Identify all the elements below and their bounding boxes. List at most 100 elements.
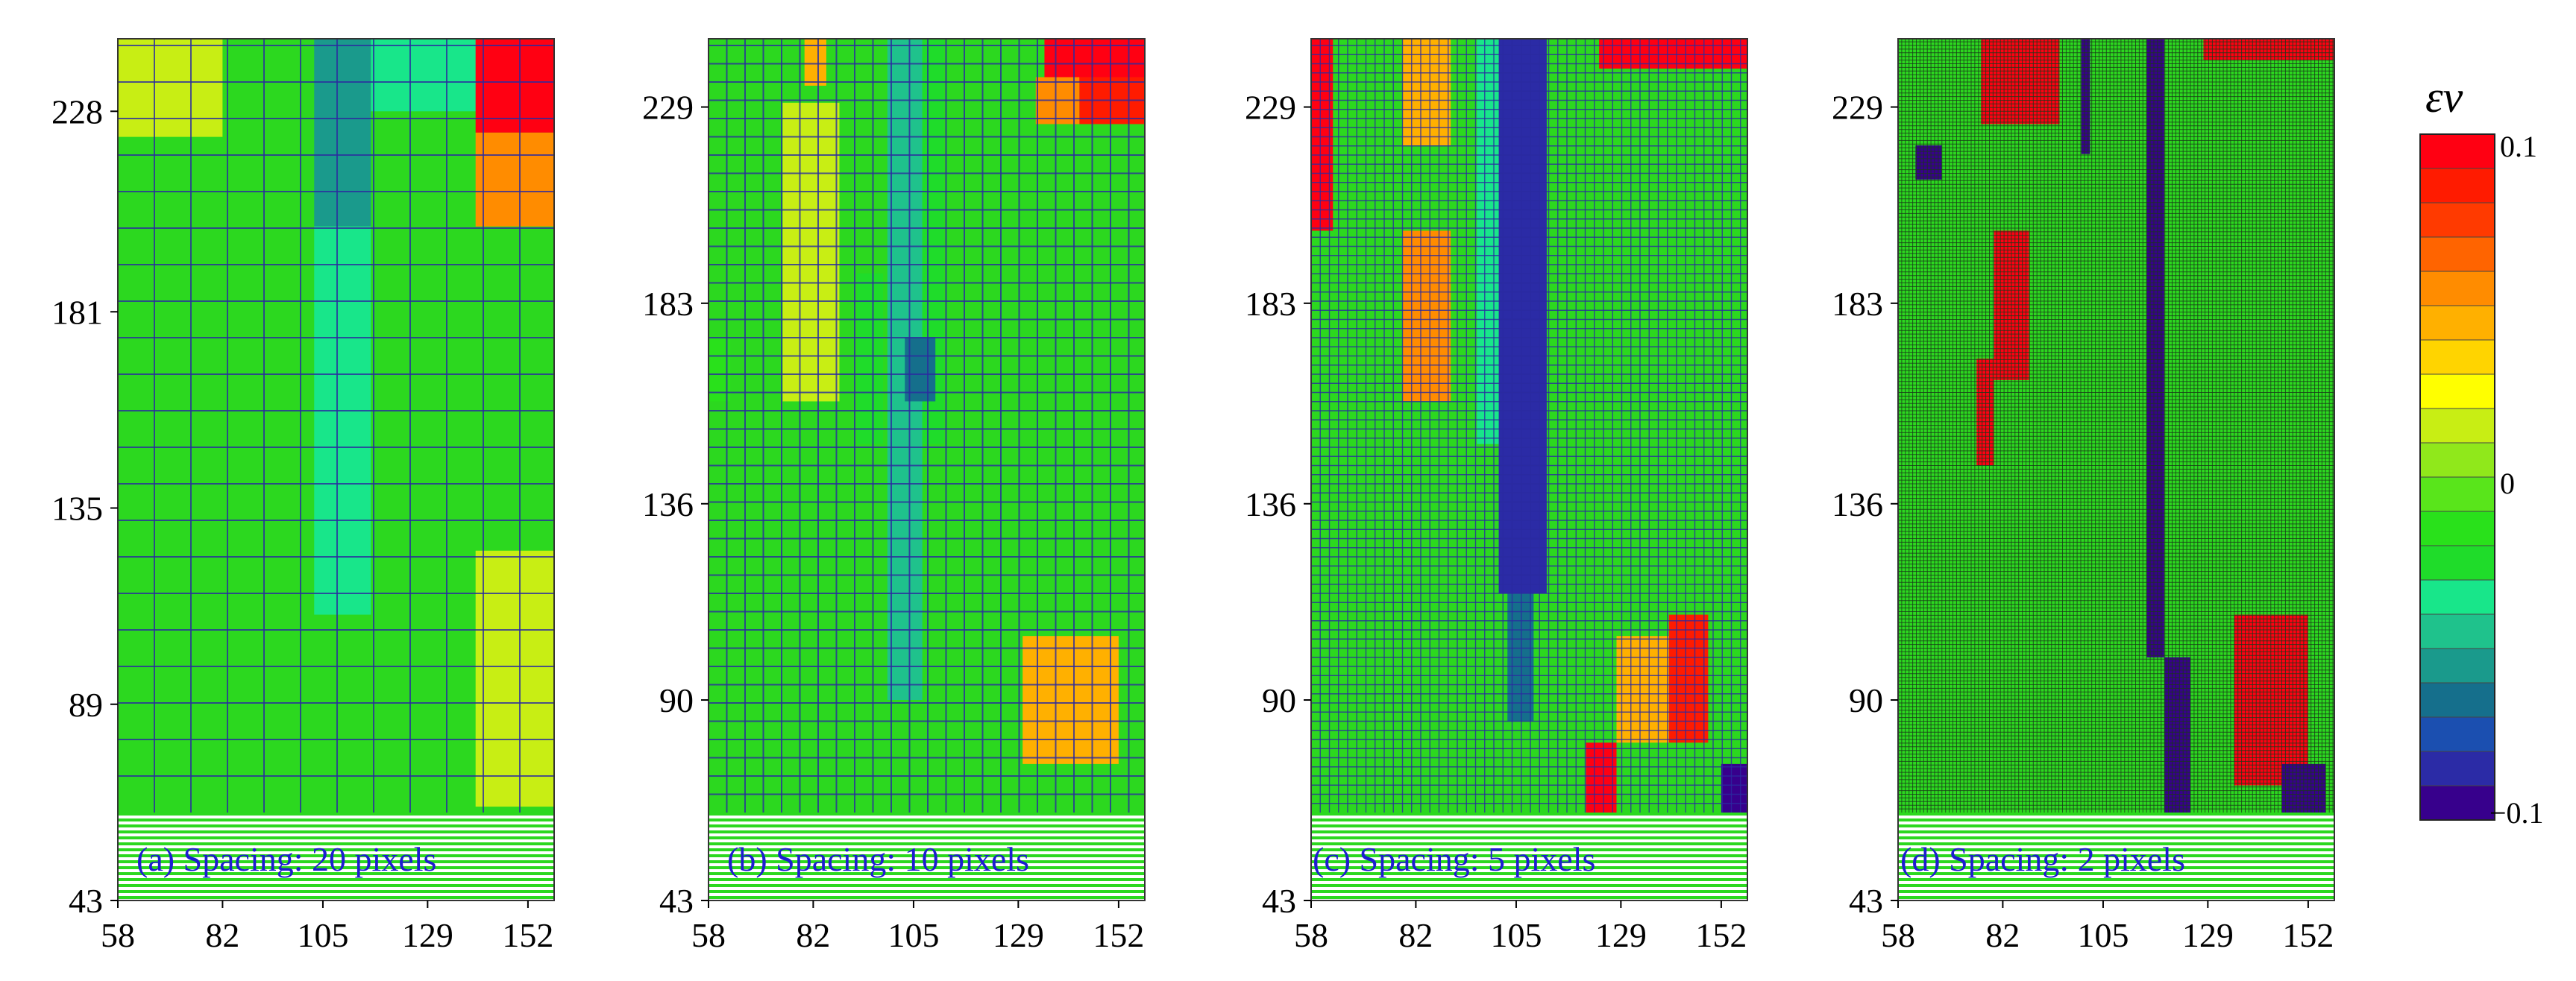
strip-line xyxy=(118,842,554,845)
mesh-grid xyxy=(1311,39,1747,813)
strip-line xyxy=(118,872,554,875)
strip-line xyxy=(118,878,554,881)
colorbar-swatch xyxy=(2419,716,2495,752)
y-tick-label: 43 xyxy=(1262,882,1296,920)
y-tick-label: 229 xyxy=(1832,89,1883,127)
x-tick-label: 105 xyxy=(888,916,939,954)
strip-line xyxy=(1898,848,2334,851)
strip-line xyxy=(709,818,1145,821)
strain-cell xyxy=(1976,359,1994,466)
panel-a: (a) Spacing: 20 pixels 58 82 105 129 152 43 89… xyxy=(51,38,555,954)
strip-line xyxy=(1898,824,2334,827)
strain-cell xyxy=(1616,636,1669,743)
strip-line xyxy=(118,824,554,827)
strip-line xyxy=(1311,860,1747,863)
colorbar-swatch xyxy=(2419,408,2495,444)
strip-line xyxy=(709,878,1145,881)
strip-line xyxy=(1311,884,1747,887)
strain-cell xyxy=(1721,763,1747,813)
y-tick-label: 183 xyxy=(1832,285,1883,323)
panel-b-caption: (b) Spacing: 10 pixels xyxy=(727,840,1029,878)
strain-cell xyxy=(1402,230,1451,402)
strip-line xyxy=(1311,842,1747,845)
strip-line xyxy=(1898,818,2334,821)
colorbar-swatch xyxy=(2419,648,2495,684)
strip-line xyxy=(1898,896,2334,899)
panel-b: (b) Spacing: 10 pixels 58 82 105 129 152 43 90… xyxy=(642,38,1146,954)
strain-cell xyxy=(2146,39,2164,657)
strip-line xyxy=(709,848,1145,851)
x-tick-label: 82 xyxy=(205,916,239,954)
panel-frame xyxy=(1897,38,2335,901)
strip-line xyxy=(118,813,554,816)
strip-line xyxy=(118,896,554,899)
y-tick-label: 183 xyxy=(642,285,694,323)
colorbar-swatch xyxy=(2419,373,2495,409)
panel-plot-area xyxy=(708,38,1146,901)
strip-line xyxy=(1311,818,1747,821)
panel-frame xyxy=(1310,38,1748,901)
lower-strip xyxy=(1311,813,1747,899)
y-tick-label: 136 xyxy=(1245,485,1296,523)
panel-c: (c) Spacing: 5 pixels 58 82 105 129 152 43 90 1… xyxy=(1245,38,1748,954)
strip-line xyxy=(1311,836,1747,839)
strip-line xyxy=(1898,836,2334,839)
colorbar-label-zero: 0 xyxy=(2500,467,2515,500)
strip-line xyxy=(709,830,1145,833)
colorbar-swatch xyxy=(2419,305,2495,341)
strip-line xyxy=(1311,866,1747,869)
colorbar-swatch xyxy=(2419,133,2495,169)
y-tick-label: 229 xyxy=(642,89,694,127)
strip-line xyxy=(118,884,554,887)
x-tick-label: 58 xyxy=(1294,916,1328,954)
strain-cell xyxy=(314,39,371,227)
strip-line xyxy=(1898,854,2334,857)
y-tick-label: 136 xyxy=(1832,485,1883,523)
strip-line xyxy=(1898,878,2334,881)
axis-ticks: 58 82 105 129 152 43 90 136 183 229 xyxy=(642,89,1144,954)
strip-line xyxy=(709,896,1145,899)
x-tick-label: 129 xyxy=(993,916,1044,954)
strain-cell xyxy=(1022,636,1119,764)
strain-cell xyxy=(856,273,883,444)
strip-line xyxy=(118,866,554,869)
strip-line xyxy=(709,872,1145,875)
strip-line xyxy=(1898,813,2334,816)
x-tick-label: 152 xyxy=(502,916,553,954)
colorbar-swatch xyxy=(2419,236,2495,272)
colorbar-swatches xyxy=(2419,133,2495,821)
strip-line xyxy=(709,860,1145,863)
x-tick-label: 152 xyxy=(2282,916,2334,954)
x-tick-label: 105 xyxy=(297,916,348,954)
panel-a-caption: (a) Spacing: 20 pixels xyxy=(136,840,436,878)
strip-line xyxy=(1311,813,1747,816)
y-tick-label: 43 xyxy=(1849,882,1883,920)
strip-line xyxy=(118,860,554,863)
x-tick-label: 152 xyxy=(1093,916,1144,954)
panel-d-caption: (d) Spacing: 2 pixels xyxy=(1900,840,2185,878)
axis-ticks: 58 82 105 129 152 43 90 136 183 229 xyxy=(1832,89,2334,954)
y-tick-label: 90 xyxy=(1849,681,1883,719)
strip-line xyxy=(1898,884,2334,887)
strip-line xyxy=(709,813,1145,816)
panel-d: (d) Spacing: 2 pixels 58 82 105 129 152 43 90 1… xyxy=(1832,38,2335,954)
strip-line xyxy=(118,818,554,821)
strain-cell xyxy=(371,39,480,112)
strip-line xyxy=(1898,860,2334,863)
x-tick-label: 82 xyxy=(1398,916,1433,954)
colorbar-swatch xyxy=(2419,545,2495,581)
x-tick-label: 129 xyxy=(1595,916,1647,954)
strip-line xyxy=(1311,830,1747,833)
y-tick-label: 136 xyxy=(642,485,694,523)
colorbar-swatch xyxy=(2419,271,2495,306)
x-tick-label: 58 xyxy=(691,916,726,954)
strip-line xyxy=(1311,848,1747,851)
strain-cell xyxy=(782,102,840,402)
y-tick-label: 90 xyxy=(1262,681,1296,719)
mesh-grid xyxy=(118,39,554,813)
strip-line xyxy=(118,830,554,833)
x-tick-label: 152 xyxy=(1695,916,1747,954)
strip-line xyxy=(1898,842,2334,845)
y-tick-label: 228 xyxy=(51,92,103,130)
y-tick-label: 229 xyxy=(1245,89,1296,127)
